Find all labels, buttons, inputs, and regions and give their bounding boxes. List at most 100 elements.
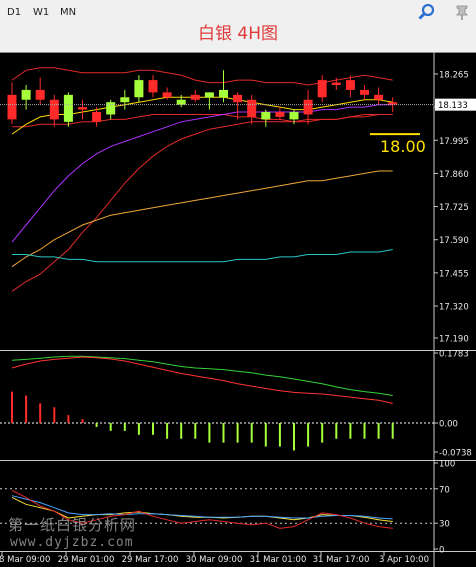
candle-body	[21, 89, 31, 100]
oscillator-tick-label: 0.00	[439, 420, 458, 430]
price-tick-label: 17.455	[439, 269, 469, 279]
bull-candle	[176, 94, 186, 108]
bull-candle	[134, 75, 144, 103]
bear-candle	[35, 77, 45, 105]
candle-body	[176, 99, 186, 105]
oscillator-tick-label: 0.1783	[439, 350, 469, 360]
bull-candle	[120, 89, 130, 110]
candle-body	[303, 99, 313, 115]
series-ma_mid	[11, 104, 393, 243]
bear-candle	[303, 89, 313, 125]
price-tick-label: 17.590	[439, 236, 469, 246]
candle-body	[247, 99, 257, 117]
candle-body	[345, 80, 355, 90]
stochastic-line	[11, 490, 393, 529]
bear-candle	[317, 75, 327, 103]
oscillator-line	[11, 356, 393, 404]
candle-body	[204, 92, 214, 98]
candle-body	[92, 112, 102, 122]
price-tick-label: 17.320	[439, 303, 469, 313]
bear-candle	[49, 94, 59, 127]
series-ma_fast	[11, 96, 393, 135]
bear-candle	[345, 75, 355, 98]
stochastic-line	[11, 495, 393, 520]
candle-body	[63, 94, 73, 122]
candle-body	[317, 80, 327, 98]
watermark-name: 第一纸白银分析网	[8, 516, 137, 534]
bull-candle	[106, 99, 116, 120]
price-tick-label: 17.860	[439, 170, 469, 180]
stochastic-tick-label: 0	[439, 546, 444, 556]
current-price-label: 18.133	[438, 101, 468, 111]
chart-area[interactable]: 18.26518.13017.99517.86017.72517.59017.4…	[0, 52, 476, 567]
candle-body	[331, 82, 341, 86]
series-ema_red	[11, 114, 393, 292]
candle-body	[219, 89, 228, 98]
annotation-label: 18.00	[380, 137, 426, 156]
bear-candle	[360, 85, 369, 100]
oscillator-line	[11, 355, 393, 396]
bear-candle	[374, 87, 384, 105]
price-tick-label: 17.995	[439, 137, 469, 147]
time-tick-label: 3 Apr 10:00	[379, 555, 429, 565]
bear-candle	[331, 77, 341, 90]
oscillator-tick-label: -0.0738	[439, 449, 472, 459]
stochastic-tick-label: 70	[439, 485, 450, 495]
bear-candle	[7, 82, 17, 125]
chart-title: 白银 4H图	[197, 24, 278, 44]
bull-candle	[204, 92, 214, 110]
bear-candle	[162, 87, 172, 100]
price-tick-label: 17.725	[439, 203, 469, 213]
watermark-url: www.dyjzbz.com	[10, 535, 134, 550]
time-tick-label: 28 Mar 09:00	[0, 555, 50, 565]
series-band_upper	[11, 67, 393, 86]
candle-body	[120, 97, 130, 103]
bull-candle	[219, 70, 228, 103]
time-tick-label: 29 Mar 01:00	[58, 555, 115, 565]
time-tick-label: 31 Mar 01:00	[250, 555, 307, 565]
bull-candle	[63, 92, 73, 127]
candle-body	[261, 112, 271, 120]
candle-body	[190, 94, 200, 100]
search-icon[interactable]	[417, 2, 437, 22]
candle-body	[35, 89, 45, 100]
timeframe-w1-button[interactable]: W1	[33, 7, 50, 18]
candle-body	[360, 89, 369, 95]
time-tick-label: 30 Mar 09:00	[186, 555, 243, 565]
bear-candle	[148, 75, 158, 98]
bear-candle	[78, 99, 87, 120]
bear-candle	[233, 92, 243, 120]
candle-body	[162, 92, 172, 98]
price-tick-label: 17.190	[439, 334, 469, 344]
time-tick-label: 29 Mar 17:00	[122, 555, 179, 565]
bull-candle	[261, 109, 271, 127]
candle-body	[388, 102, 398, 105]
candle-body	[148, 80, 158, 93]
candle-body	[49, 99, 59, 120]
bear-candle	[247, 94, 257, 125]
candle-body	[78, 107, 87, 110]
time-tick-label: 31 Mar 17:00	[313, 555, 370, 565]
bull-candle	[21, 85, 31, 110]
bear-candle	[275, 107, 285, 120]
stochastic-tick-label: 30	[439, 520, 450, 530]
current-price-box	[435, 98, 476, 111]
candle-body	[275, 112, 285, 117]
candle-body	[7, 94, 17, 120]
candle-body	[233, 94, 243, 103]
bear-candle	[92, 107, 102, 127]
timeframe-d1-button[interactable]: D1	[7, 7, 22, 18]
price-tick-label: 18.265	[439, 70, 469, 80]
candle-body	[134, 80, 144, 98]
timeframe-mn-button[interactable]: MN	[60, 7, 77, 18]
series-ma_slow	[11, 170, 393, 268]
chart-toolbar: D1 W1 MN 白银 4H图	[0, 0, 476, 53]
series-ma_long	[12, 249, 393, 263]
pin-icon[interactable]	[453, 3, 471, 21]
bear-candle	[190, 89, 200, 103]
candle-body	[289, 112, 299, 120]
bull-candle	[289, 109, 299, 125]
stochastic-tick-label: 100	[439, 460, 455, 470]
candle-body	[374, 94, 384, 100]
candle-body	[106, 102, 116, 115]
